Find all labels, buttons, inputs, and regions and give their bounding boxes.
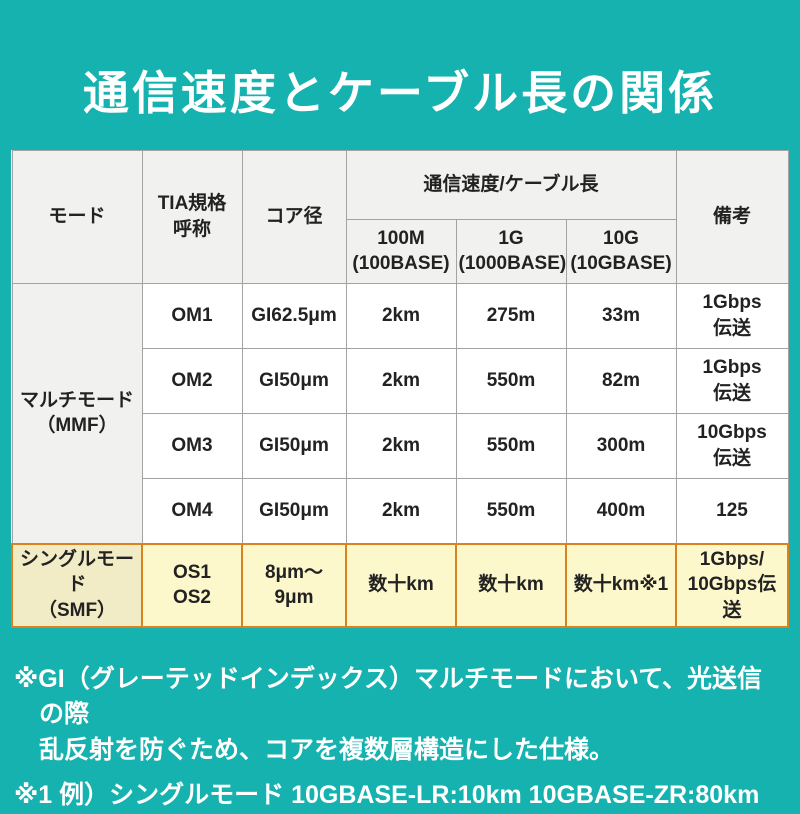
footnotes: ※GI（グレーテッドインデックス）マルチモードにおいて、光送信の際 乱反射を防ぐ… [14,662,786,814]
cell-om2-10g: 82m [565,347,677,414]
cell-om1-10g: 33m [565,282,677,349]
header-1g: 1G (1000BASE) [455,218,567,284]
cell-om4-100m: 2km [345,477,457,545]
cell-smf-core: 8μm〜 9μm [241,542,347,628]
cell-om2-core: GI50μm [241,347,347,414]
cell-om3-10g: 300m [565,412,677,479]
cell-om2-100m: 2km [345,347,457,414]
footnote-gi: ※GI（グレーテッドインデックス）マルチモードにおいて、光送信の際 乱反射を防ぐ… [14,664,762,764]
smf-mode-label: シングルモード （SMF） [11,542,143,628]
cell-om1-remarks: 1Gbps 伝送 [675,282,789,349]
cell-om2-1g: 550m [455,347,567,414]
page-title: 通信速度とケーブル長の関係 [82,67,718,119]
speed-cable-length-table: モード TIA規格 呼称 コア径 通信速度/ケーブル長 備考 100M (100… [11,149,789,628]
cell-om1-100m: 2km [345,282,457,349]
cell-smf-1g: 数十km [455,542,567,628]
cell-om4-core: GI50μm [241,477,347,545]
header-100m: 100M (100BASE) [345,218,457,284]
cell-om2-remarks: 1Gbps 伝送 [675,347,789,414]
table-row-om1: マルチモード （MMF） OM1 GI62.5μm 2km 275m 33m 1… [11,282,789,545]
cell-smf-10g: 数十km※1 [565,542,677,628]
cell-om4-10g: 400m [565,477,677,545]
cell-om3-100m: 2km [345,412,457,479]
header-speed-cable-length-group: 通信速度/ケーブル長 [345,149,677,220]
cell-om1-core: GI62.5μm [241,282,347,349]
header-row-group: モード TIA規格 呼称 コア径 通信速度/ケーブル長 備考 [11,149,789,284]
cell-om4-name: OM4 [141,477,243,545]
cell-smf-name: OS1 OS2 [141,542,243,628]
cell-om4-remarks: 125 [675,477,789,545]
cell-om2-name: OM2 [141,347,243,414]
cell-om4-1g: 550m [455,477,567,545]
header-tia-standard: TIA規格 呼称 [141,149,243,284]
cell-om3-core: GI50μm [241,412,347,479]
table-row-om4: OM4 GI50μm 2km 550m 400m 125 [12,477,789,545]
header-core-diameter: コア径 [241,149,347,284]
cell-smf-100m: 数十km [345,542,457,628]
cell-om3-remarks: 10Gbps 伝送 [675,412,789,479]
header-10g: 10G (10GBASE) [565,218,677,284]
header-remarks: 備考 [675,149,789,284]
table-row-om3: OM3 GI50μm 2km 550m 300m 10Gbps 伝送 [12,412,789,479]
mmf-mode-label: マルチモード （MMF） [11,282,143,545]
cell-om3-1g: 550m [455,412,567,479]
header-row-sub: 100M (100BASE) 1G (1000BASE) 10G (10GBAS… [12,218,788,284]
footnote-smf-example: ※1 例）シングルモード 10GBASE-LR:10km 10GBASE-ZR:… [14,781,760,810]
header-mode: モード [11,149,143,284]
cell-smf-remarks: 1Gbps/ 10Gbps伝送 [675,542,789,628]
cell-om1-name: OM1 [141,282,243,349]
cell-om3-name: OM3 [141,412,243,479]
cell-om1-1g: 275m [455,282,567,349]
table-row-smf: シングルモード （SMF） OS1 OS2 8μm〜 9μm 数十km 数十km… [11,542,789,628]
